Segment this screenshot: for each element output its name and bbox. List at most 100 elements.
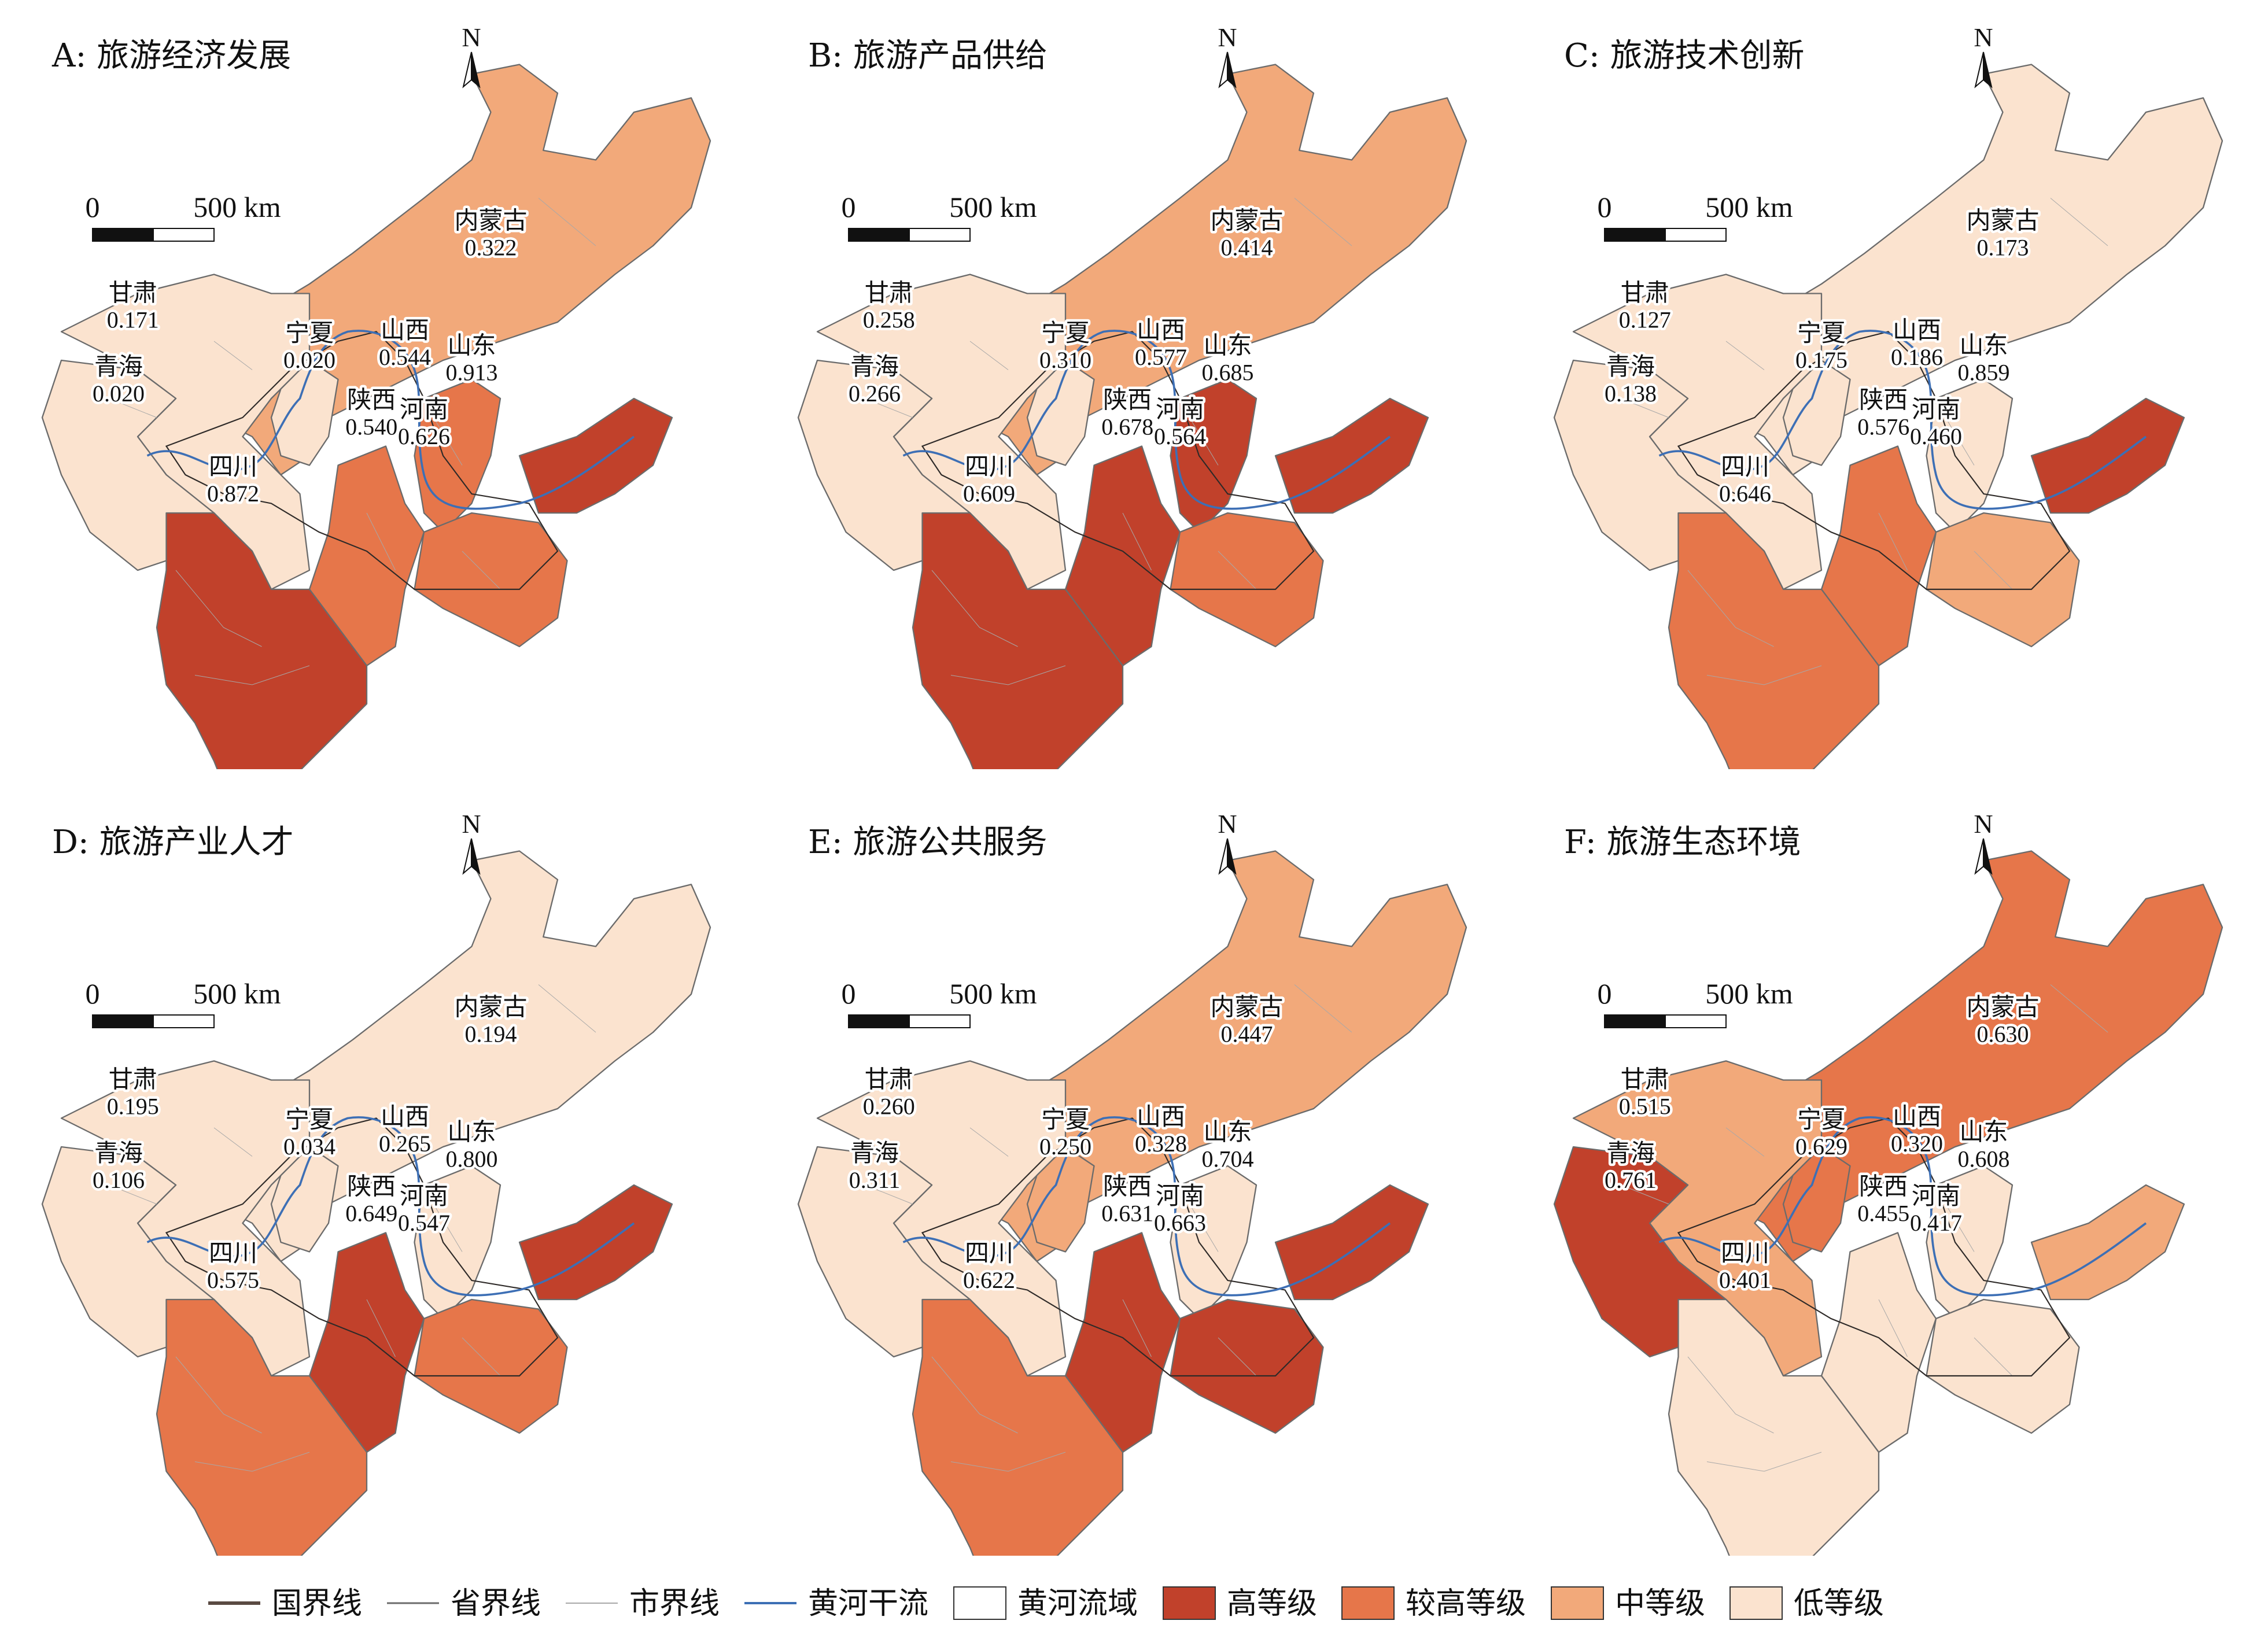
province-label-ningxia: 宁夏 bbox=[1797, 1105, 1846, 1134]
province-value-shandong: 0.800 bbox=[446, 1146, 498, 1172]
province-label-gansu: 甘肃 bbox=[109, 279, 157, 307]
legend-item: 较高等级 bbox=[1341, 1586, 1526, 1621]
province-value-shaanxi: 0.540 bbox=[345, 414, 397, 440]
province-label-qinghai: 青海 bbox=[94, 1139, 143, 1167]
legend-item: 黄河流域 bbox=[953, 1586, 1138, 1621]
province-value-henan: 0.626 bbox=[398, 423, 450, 449]
province-label-sichuan: 四川 bbox=[209, 452, 257, 481]
province-label-sichuan: 四川 bbox=[965, 1239, 1013, 1267]
legend-label: 国界线 bbox=[272, 1586, 362, 1621]
province-value-sichuan: 0.575 bbox=[207, 1267, 259, 1293]
yellow-river-main-stream bbox=[146, 1116, 635, 1297]
yellow-river-basin-outline bbox=[1677, 1117, 2071, 1377]
province-value-gansu: 0.171 bbox=[107, 307, 159, 333]
province-label-shandong: 山东 bbox=[1203, 331, 1252, 359]
province-label-shandong: 山东 bbox=[1959, 331, 2008, 359]
svg-text:500 km: 500 km bbox=[949, 191, 1037, 223]
scale-bar: 0 500 km bbox=[842, 191, 1037, 242]
province-label-shanxi: 山西 bbox=[1137, 316, 1185, 344]
svg-text:0: 0 bbox=[842, 191, 856, 223]
province-value-qinghai: 0.266 bbox=[849, 381, 901, 407]
province-value-shanxi: 0.577 bbox=[1135, 344, 1187, 370]
province-label-shanxi: 山西 bbox=[1893, 1102, 1941, 1131]
province-label-neimenggu: 内蒙古 bbox=[1210, 992, 1283, 1021]
province-label-gansu: 甘肃 bbox=[1621, 1065, 1669, 1094]
yellow-river-main-stream bbox=[1658, 330, 2147, 510]
province-label-qinghai: 青海 bbox=[1606, 1139, 1655, 1167]
legend-label: 中等级 bbox=[1615, 1586, 1705, 1621]
province-value-shaanxi: 0.678 bbox=[1101, 414, 1153, 440]
province-value-gansu: 0.260 bbox=[863, 1094, 915, 1120]
province-value-qinghai: 0.106 bbox=[93, 1167, 145, 1193]
province-label-neimenggu: 内蒙古 bbox=[454, 206, 527, 234]
province-region-sichuan bbox=[912, 512, 1124, 769]
province-label-shanxi: 山西 bbox=[381, 1102, 429, 1131]
north-arrow-icon: N bbox=[1218, 23, 1237, 88]
yellow-river-basin-outline bbox=[165, 1117, 559, 1377]
legend-item: 中等级 bbox=[1551, 1586, 1705, 1621]
north-arrow-icon: N bbox=[1974, 809, 1993, 875]
yellow-river-main-stream bbox=[1658, 1116, 2147, 1297]
north-arrow-icon: N bbox=[1218, 809, 1237, 875]
province-value-ningxia: 0.250 bbox=[1039, 1134, 1091, 1160]
province-label-shaanxi: 陕西 bbox=[347, 386, 396, 414]
province-label-ningxia: 宁夏 bbox=[1041, 1105, 1090, 1134]
map-panel-f: F: 旅游生态环境 N 0 500 km 内蒙古 0.630 甘肃 0.515 青海 0.761 宁… bbox=[1512, 787, 2268, 1556]
svg-text:0: 0 bbox=[1598, 191, 1612, 223]
province-label-shandong: 山东 bbox=[447, 1117, 496, 1146]
legend-item: 省界线 bbox=[387, 1586, 541, 1621]
province-region-shandong bbox=[2030, 1184, 2185, 1301]
province-label-henan: 河南 bbox=[1156, 1182, 1204, 1210]
province-value-shanxi: 0.186 bbox=[1891, 344, 1943, 370]
province-label-sichuan: 四川 bbox=[1721, 1239, 1769, 1267]
svg-text:N: N bbox=[1218, 809, 1237, 839]
province-region-shanxi bbox=[1926, 378, 2013, 533]
province-value-ningxia: 0.020 bbox=[283, 347, 335, 373]
province-value-gansu: 0.515 bbox=[1619, 1094, 1671, 1120]
province-value-henan: 0.547 bbox=[398, 1210, 450, 1236]
province-value-neimenggu: 0.630 bbox=[1977, 1021, 2029, 1047]
city-borders bbox=[1621, 984, 2108, 1472]
yellow-river-basin-outline bbox=[165, 331, 559, 590]
province-region-sichuan bbox=[156, 512, 368, 769]
province-value-ningxia: 0.629 bbox=[1795, 1134, 1847, 1160]
map-panel-c: C: 旅游技术创新 N 0 500 km 内蒙古 0.173 甘肃 0.127 青海 0.138 宁… bbox=[1512, 0, 2268, 769]
city-borders bbox=[109, 984, 596, 1472]
province-label-qinghai: 青海 bbox=[1606, 352, 1655, 381]
province-value-ningxia: 0.310 bbox=[1039, 347, 1091, 373]
scale-bar: 0 500 km bbox=[86, 977, 281, 1028]
province-label-ningxia: 宁夏 bbox=[285, 1105, 334, 1134]
province-label-shaanxi: 陕西 bbox=[1859, 1172, 1908, 1201]
province-value-henan: 0.564 bbox=[1154, 423, 1206, 449]
panel-title: D: 旅游产业人才 bbox=[52, 824, 294, 861]
legend-item: 市界线 bbox=[566, 1586, 720, 1621]
province-label-qinghai: 青海 bbox=[850, 1139, 899, 1167]
north-arrow-icon: N bbox=[462, 23, 481, 88]
province-region-shaanxi bbox=[1064, 1232, 1181, 1453]
panel-title: E: 旅游公共服务 bbox=[808, 824, 1048, 861]
legend-item: 黄河干流 bbox=[744, 1586, 928, 1621]
svg-text:N: N bbox=[1218, 23, 1237, 52]
province-region-sichuan bbox=[156, 1298, 368, 1556]
province-label-qinghai: 青海 bbox=[94, 352, 143, 381]
province-value-qinghai: 0.311 bbox=[849, 1167, 901, 1193]
province-label-shandong: 山东 bbox=[447, 331, 496, 359]
map-panel-d: D: 旅游产业人才 N 0 500 km 内蒙古 0.194 甘肃 0.195 青海 0.106 宁… bbox=[0, 787, 756, 1556]
province-label-henan: 河南 bbox=[1912, 395, 1960, 423]
legend-item: 高等级 bbox=[1163, 1586, 1317, 1621]
province-label-shandong: 山东 bbox=[1203, 1117, 1252, 1146]
svg-text:0: 0 bbox=[86, 191, 100, 223]
province-value-shandong: 0.859 bbox=[1958, 359, 2010, 385]
province-value-ningxia: 0.034 bbox=[283, 1134, 335, 1160]
province-value-qinghai: 0.020 bbox=[93, 381, 145, 407]
province-value-shandong: 0.685 bbox=[1202, 359, 1254, 385]
province-label-shanxi: 山西 bbox=[1893, 316, 1941, 344]
province-value-neimenggu: 0.447 bbox=[1221, 1021, 1273, 1047]
city-borders bbox=[865, 984, 1352, 1472]
province-value-ningxia: 0.175 bbox=[1795, 347, 1847, 373]
province-value-qinghai: 0.761 bbox=[1605, 1167, 1657, 1193]
province-label-sichuan: 四川 bbox=[209, 1239, 257, 1267]
